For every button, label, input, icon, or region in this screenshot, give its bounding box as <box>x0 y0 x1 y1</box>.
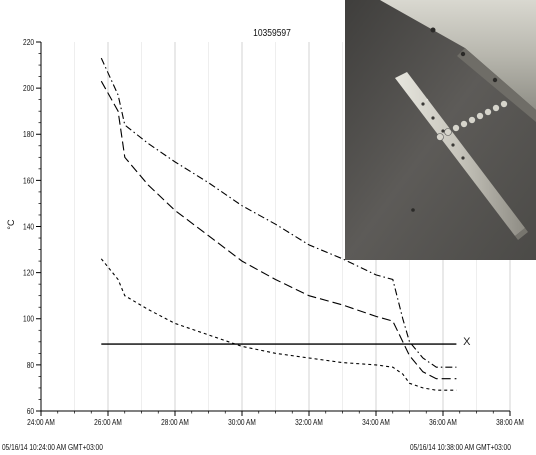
y-tick-label: 100 <box>23 314 34 324</box>
series-line-1 <box>100 57 457 368</box>
series-line-3 <box>100 258 457 391</box>
x-tick-label: 24:00 AM <box>27 417 55 427</box>
chart-title: 10359597 <box>253 27 291 38</box>
y-tick-label: 140 <box>23 222 34 232</box>
x-tick-label: 30:00 AM <box>228 417 256 427</box>
y-tick-label: 60 <box>27 406 34 416</box>
start-timestamp: 05/16/14 10:24:00 AM GMT+03:00 <box>2 443 103 452</box>
y-axis-label: °C <box>6 219 16 230</box>
y-tick-label: 160 <box>23 176 34 186</box>
x-tick-label: 28:00 AM <box>161 417 189 427</box>
y-tick-label: 120 <box>23 268 34 278</box>
x-tick-label: 34:00 AM <box>362 417 390 427</box>
y-tick-label: 180 <box>23 130 34 140</box>
y-tick-label: 200 <box>23 83 34 93</box>
y-tick-label: 220 <box>23 37 34 47</box>
metal-bar-photo <box>345 0 536 260</box>
series-line-2 <box>100 80 457 380</box>
x-tick-label: 38:00 AM <box>496 417 524 427</box>
y-tick-label: 80 <box>27 360 34 370</box>
end-marker: X <box>463 336 471 348</box>
end-timestamp: 05/16/14 10:38:00 AM GMT+03:00 <box>410 443 511 452</box>
x-tick-label: 26:00 AM <box>94 417 122 427</box>
x-tick-label: 32:00 AM <box>295 417 323 427</box>
x-tick-label: 36:00 AM <box>429 417 457 427</box>
